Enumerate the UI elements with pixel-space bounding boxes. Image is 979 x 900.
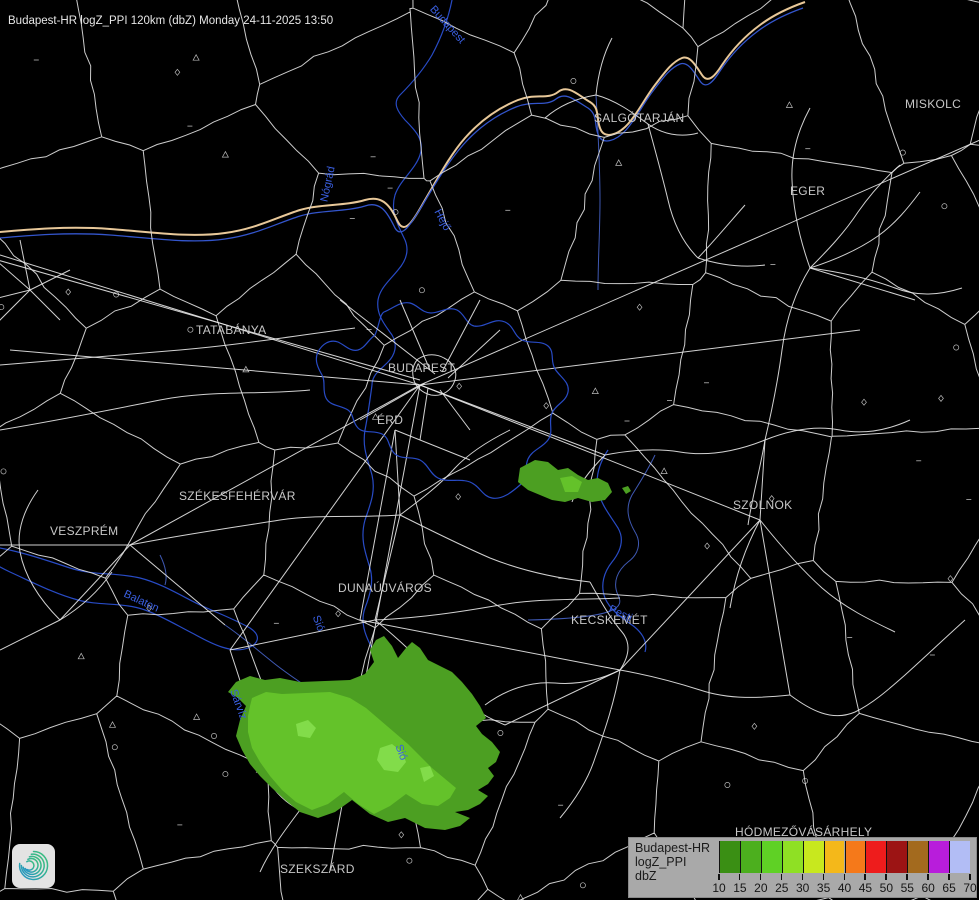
svg-text:VESZPRÉM: VESZPRÉM	[50, 523, 118, 538]
svg-text:SALGÓTARJÁN: SALGÓTARJÁN	[594, 110, 684, 125]
svg-text:MISKOLC: MISKOLC	[905, 97, 961, 111]
svg-text:TATABÁNYA: TATABÁNYA	[196, 322, 267, 337]
svg-text:EGER: EGER	[790, 184, 825, 198]
svg-text:BUDAPEST: BUDAPEST	[388, 361, 455, 375]
svg-text:DUNAÚJVÁROS: DUNAÚJVÁROS	[338, 580, 432, 595]
svg-text:SZÉKESFEHÉRVÁR: SZÉKESFEHÉRVÁR	[179, 488, 296, 503]
svg-text:ÉRD: ÉRD	[377, 412, 403, 427]
svg-text:Budapest-HR logZ_PPI 120km (db: Budapest-HR logZ_PPI 120km (dbZ) Monday …	[8, 15, 333, 27]
svg-text:SZEKSZÁRD: SZEKSZÁRD	[280, 861, 355, 876]
svg-text:SZOLNOK: SZOLNOK	[733, 498, 792, 512]
